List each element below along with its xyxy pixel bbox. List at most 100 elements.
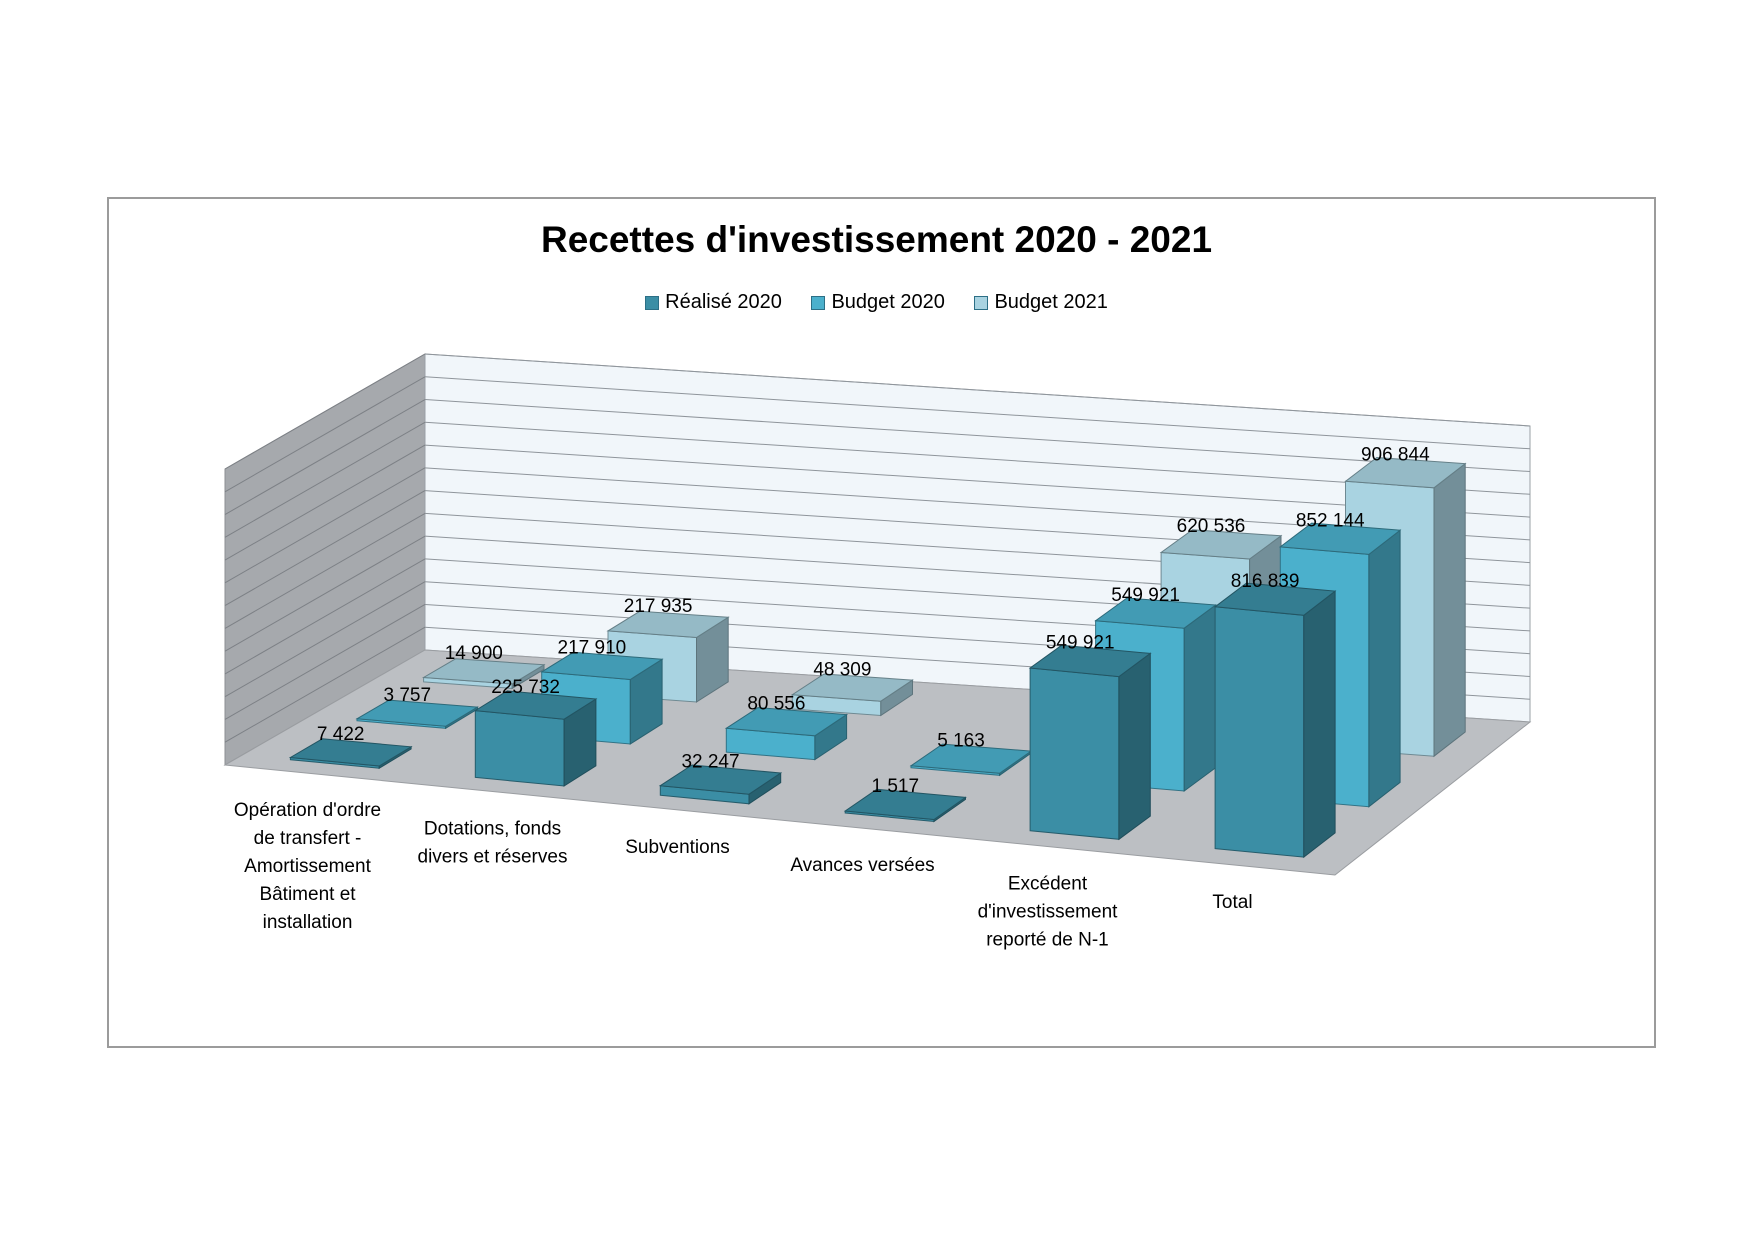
category-label-line: d'investissement — [978, 902, 1119, 923]
value-labels: 14 900 217 935 48 309 620 536 906 844 3 757 21… — [317, 444, 1430, 797]
gridline-side — [224, 626, 426, 743]
bar-top — [1028, 644, 1152, 678]
value-label: 48 309 — [813, 659, 871, 680]
value-label: 3 757 — [384, 685, 432, 706]
gridline-back — [424, 353, 1531, 427]
value-label: 7 422 — [317, 724, 365, 745]
bar-top — [1213, 582, 1337, 616]
bar-top — [355, 699, 480, 727]
bar-top — [790, 673, 915, 702]
value-label: 32 247 — [681, 751, 739, 772]
legend-item-realise-2020: Réalisé 2020 — [645, 291, 782, 314]
gridline-side — [224, 535, 426, 652]
bar-top — [658, 764, 783, 795]
bar-r-alis-2020-0 — [288, 738, 413, 770]
category-label: Avances versées — [790, 855, 934, 876]
bar-top — [1278, 522, 1402, 555]
gridline-side — [224, 353, 426, 470]
bar-front — [474, 710, 565, 787]
bar-side — [1303, 590, 1336, 859]
value-label: 1 517 — [872, 776, 920, 797]
bar-side — [1118, 652, 1151, 841]
category-label: Opération d'ordre de transfert - Amortisse… — [234, 800, 381, 933]
bar-budget-2020-3 — [909, 743, 1033, 777]
category-label-line: Opération d'ordre — [234, 800, 381, 821]
value-label: 225 732 — [491, 677, 560, 698]
gridline-back — [424, 376, 1531, 450]
legend-label-realise-2020: Réalisé 2020 — [665, 291, 782, 314]
category-label-line: Total — [1212, 892, 1252, 913]
value-label: 852 144 — [1296, 511, 1365, 532]
legend-item-budget-2020: Budget 2020 — [811, 291, 945, 314]
value-label: 816 839 — [1231, 571, 1300, 592]
bar-top — [473, 690, 598, 720]
bar-budget-2021-0 — [421, 658, 546, 690]
legend-swatch-realise-2020 — [645, 295, 660, 310]
legend-item-budget-2021: Budget 2021 — [974, 291, 1108, 314]
category-label-line: de transfert - — [254, 828, 362, 849]
gridline-side — [224, 376, 426, 493]
legend-label-budget-2021: Budget 2021 — [994, 291, 1108, 314]
value-label: 549 921 — [1111, 585, 1180, 606]
category-label: Excédent d'investissement reporté de N-1 — [978, 874, 1119, 951]
bar-side — [1368, 529, 1401, 808]
bar-r-alis-2020-2 — [658, 764, 783, 805]
chart-title: Recettes d'investissement 2020 - 2021 — [540, 219, 1213, 260]
bar-r-alis-2020-5 — [1213, 582, 1337, 859]
bar-budget-2020-1 — [540, 651, 664, 745]
category-label-line: Avances versées — [790, 855, 934, 876]
bar-budget-2021-2 — [790, 673, 915, 717]
bar-top — [1094, 597, 1217, 629]
bar-front — [1214, 606, 1305, 858]
category-label-line: Subventions — [625, 837, 730, 858]
bar-top — [1159, 529, 1283, 560]
gridline-side — [224, 444, 426, 561]
legend-label-budget-2020: Budget 2020 — [831, 291, 945, 314]
value-label: 14 900 — [445, 643, 503, 664]
bar-budget-2020-2 — [724, 707, 849, 761]
bar-top — [421, 658, 546, 685]
bar-side — [1433, 462, 1466, 758]
value-label: 80 556 — [747, 694, 805, 715]
gridline-side — [224, 490, 426, 607]
gridline-side — [224, 581, 426, 698]
category-label-line: Excédent — [1008, 874, 1088, 895]
category-label: Dotations, fonds divers et réserves — [418, 819, 568, 868]
bar-top — [1344, 456, 1467, 489]
category-label-line: installation — [263, 912, 353, 933]
category-label: Subventions — [625, 837, 730, 858]
value-label: 217 935 — [624, 596, 693, 617]
bar-r-alis-2020-3 — [843, 788, 967, 823]
category-label-line: Dotations, fonds — [424, 819, 561, 840]
value-label: 5 163 — [937, 731, 985, 752]
bar-top — [540, 651, 664, 681]
bar-r-alis-2020-4 — [1028, 644, 1152, 841]
value-label: 620 536 — [1177, 516, 1246, 537]
gridline-side — [224, 399, 426, 515]
bar-r-alis-2020-1 — [473, 690, 598, 787]
value-label: 549 921 — [1046, 633, 1115, 654]
gridline-side — [224, 467, 426, 584]
gridline-side — [224, 558, 426, 675]
bar-top — [724, 707, 849, 737]
category-label-line: reporté de N-1 — [986, 930, 1109, 951]
bars — [288, 456, 1467, 859]
legend-swatch-budget-2021 — [974, 295, 989, 310]
category-label-line: Amortissement — [244, 856, 371, 877]
category-label: Total — [1212, 892, 1252, 913]
category-label-line: divers et réserves — [418, 847, 568, 868]
bar-top — [843, 788, 967, 821]
gridline-side — [224, 604, 426, 720]
bar-top — [606, 610, 730, 639]
gridline-back — [424, 399, 1531, 473]
bar-budget-2020-0 — [355, 699, 480, 730]
value-label: 217 910 — [558, 638, 627, 659]
category-labels: Opération d'ordre de transfert - Amortisse… — [234, 800, 1253, 950]
legend-swatch-budget-2020 — [811, 295, 826, 310]
gridline-side — [224, 512, 426, 629]
bar-top — [288, 738, 413, 767]
gridline-side — [224, 421, 426, 538]
bar-side — [1183, 604, 1217, 792]
category-label-line: Bâtiment et — [259, 884, 356, 905]
